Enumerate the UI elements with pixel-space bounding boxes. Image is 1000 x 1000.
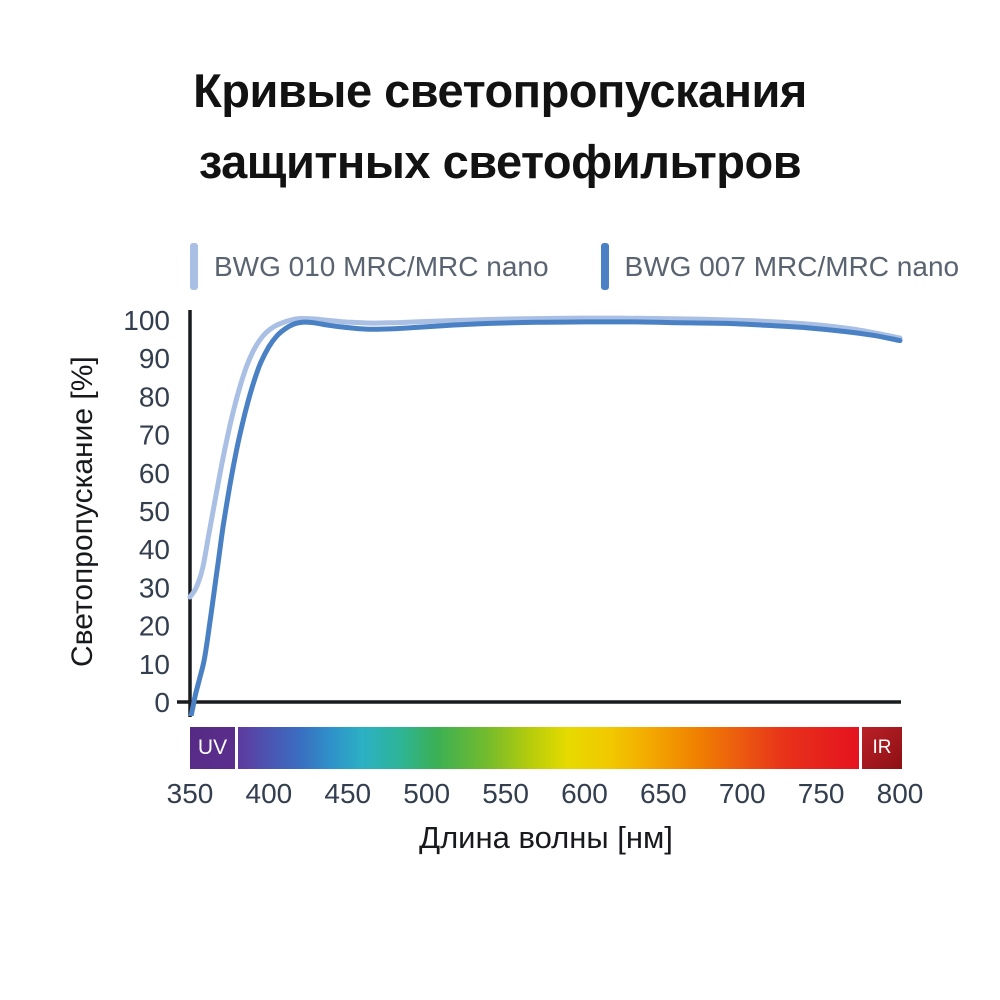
y-tick-label: 30 (139, 572, 170, 603)
x-tick-label: 700 (719, 778, 766, 809)
y-tick-label: 90 (139, 343, 170, 374)
chart-legend: BWG 010 MRC/MRC nano BWG 007 MRC/MRC nan… (190, 243, 959, 290)
y-tick-label: 20 (139, 611, 170, 642)
y-tick-label: 80 (139, 381, 170, 412)
ir-band: IR (862, 727, 902, 769)
x-tick-label: 800 (877, 778, 924, 809)
y-tick-label: 70 (139, 420, 170, 451)
legend-item-bwg-010: BWG 010 MRC/MRC nano (190, 243, 549, 290)
x-tick-label: 650 (640, 778, 687, 809)
y-tick-label: 40 (139, 534, 170, 565)
x-tick-label: 750 (798, 778, 845, 809)
legend-label-bwg-010: BWG 010 MRC/MRC nano (214, 250, 549, 282)
x-tick-label: 400 (246, 778, 293, 809)
uv-band: UV (190, 727, 235, 769)
page-title-line-1: Кривые светопропускания (193, 64, 807, 117)
y-tick-label: 10 (139, 649, 170, 680)
curve-bwg-010 (187, 315, 903, 600)
y-tick-label: 0 (154, 687, 170, 718)
legend-swatch-bwg-007 (600, 243, 609, 290)
page-title-line-2: защитных светофильтров (198, 135, 802, 188)
y-axis-ticks: 0 10 20 30 40 50 60 70 80 90 100 (123, 305, 170, 718)
x-axis-ticks: 350 400 450 500 550 600 650 700 750 800 (167, 778, 924, 809)
x-tick-label: 450 (324, 778, 371, 809)
uv-label: UV (197, 736, 228, 759)
curve-bwg-007 (188, 319, 903, 716)
legend-label-bwg-007: BWG 007 MRC/MRC nano (624, 250, 960, 282)
x-axis-title: Длина волны [нм] (419, 820, 673, 855)
page-title: Кривые светопропускания защитных светофи… (0, 55, 1000, 197)
y-tick-label: 100 (123, 305, 170, 336)
legend-swatch-bwg-010 (190, 243, 198, 290)
ir-label: IR (872, 737, 892, 758)
spectrum-bar: UV IR (190, 727, 902, 769)
y-tick-label: 50 (139, 496, 170, 527)
x-tick-label: 500 (403, 778, 450, 809)
legend-item-bwg-007: BWG 007 MRC/MRC nano (600, 243, 960, 290)
visible-spectrum-gradient (238, 727, 859, 769)
y-axis-title: Светопропускание [%] (66, 356, 99, 668)
x-tick-label: 600 (561, 778, 608, 809)
x-tick-label: 550 (482, 778, 529, 809)
y-tick-label: 60 (139, 458, 170, 489)
x-tick-label: 350 (167, 778, 214, 809)
